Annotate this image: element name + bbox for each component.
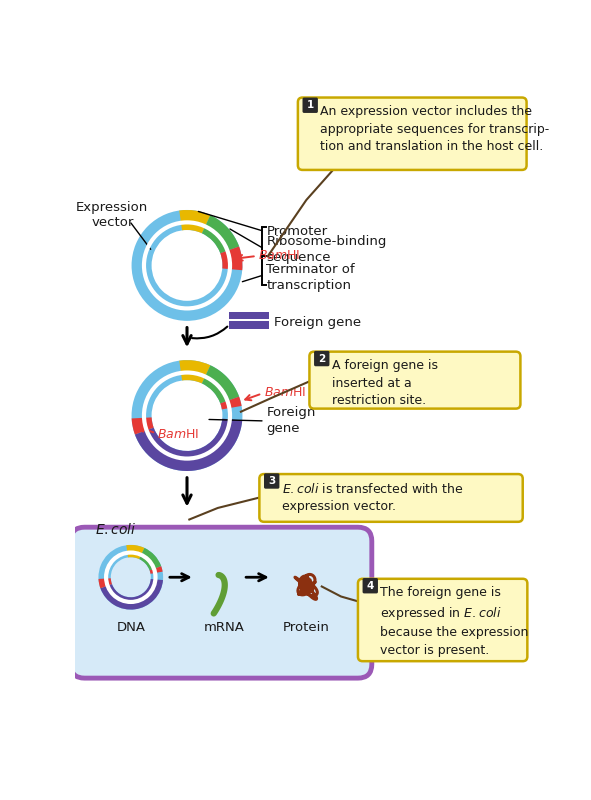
Wedge shape [135, 418, 242, 471]
Wedge shape [179, 360, 210, 383]
Wedge shape [99, 545, 163, 610]
Text: 4: 4 [366, 581, 374, 590]
Text: 3: 3 [268, 476, 275, 486]
Wedge shape [139, 548, 161, 570]
Wedge shape [220, 246, 242, 270]
Wedge shape [220, 397, 242, 410]
Text: mRNA: mRNA [203, 621, 245, 634]
Wedge shape [202, 366, 239, 403]
Wedge shape [126, 545, 144, 559]
FancyBboxPatch shape [362, 578, 378, 594]
Text: 1: 1 [307, 100, 314, 110]
Wedge shape [100, 579, 163, 610]
Bar [229, 321, 269, 329]
Text: Ribosome-binding
sequence: Ribosome-binding sequence [267, 235, 387, 265]
Text: $\it{Bam}$HI: $\it{Bam}$HI [264, 386, 306, 399]
Wedge shape [150, 566, 163, 574]
Text: A foreign gene is
inserted at a
restriction site.: A foreign gene is inserted at a restrict… [332, 359, 438, 407]
Text: $\it{E. coli}$: $\it{E. coli}$ [95, 522, 137, 537]
FancyBboxPatch shape [264, 474, 280, 489]
FancyBboxPatch shape [358, 578, 527, 661]
Text: $\it{Bam}$HI: $\it{Bam}$HI [157, 427, 200, 441]
FancyBboxPatch shape [71, 527, 372, 678]
Text: An expression vector includes the
appropriate sequences for transcrip-
tion and : An expression vector includes the approp… [320, 106, 550, 154]
FancyBboxPatch shape [314, 351, 329, 366]
FancyBboxPatch shape [259, 474, 522, 522]
Text: Expression
vector: Expression vector [76, 202, 148, 230]
Text: 2: 2 [318, 354, 326, 363]
Wedge shape [132, 210, 242, 321]
Text: Foreign gene: Foreign gene [274, 316, 361, 329]
Text: Promoter: Promoter [267, 225, 327, 238]
FancyBboxPatch shape [310, 352, 521, 409]
Text: The foreign gene is
expressed in $\it{E. coli}$
because the expression
vector is: The foreign gene is expressed in $\it{E.… [379, 586, 528, 657]
Text: Protein: Protein [283, 621, 330, 634]
Text: Foreign
gene: Foreign gene [267, 406, 316, 435]
Text: $\it{Bam}$HI: $\it{Bam}$HI [258, 249, 300, 262]
Wedge shape [179, 210, 210, 234]
Wedge shape [132, 360, 242, 471]
Text: Terminator of
transcription: Terminator of transcription [267, 263, 355, 292]
Text: DNA: DNA [116, 621, 145, 634]
FancyArrowPatch shape [192, 326, 228, 338]
FancyBboxPatch shape [303, 98, 318, 113]
Wedge shape [132, 418, 154, 434]
FancyBboxPatch shape [298, 98, 527, 170]
Bar [229, 312, 269, 319]
Text: $\it{E. coli}$ is transfected with the
expression vector.: $\it{E. coli}$ is transfected with the e… [282, 482, 463, 514]
Wedge shape [202, 215, 239, 254]
Wedge shape [99, 578, 112, 588]
